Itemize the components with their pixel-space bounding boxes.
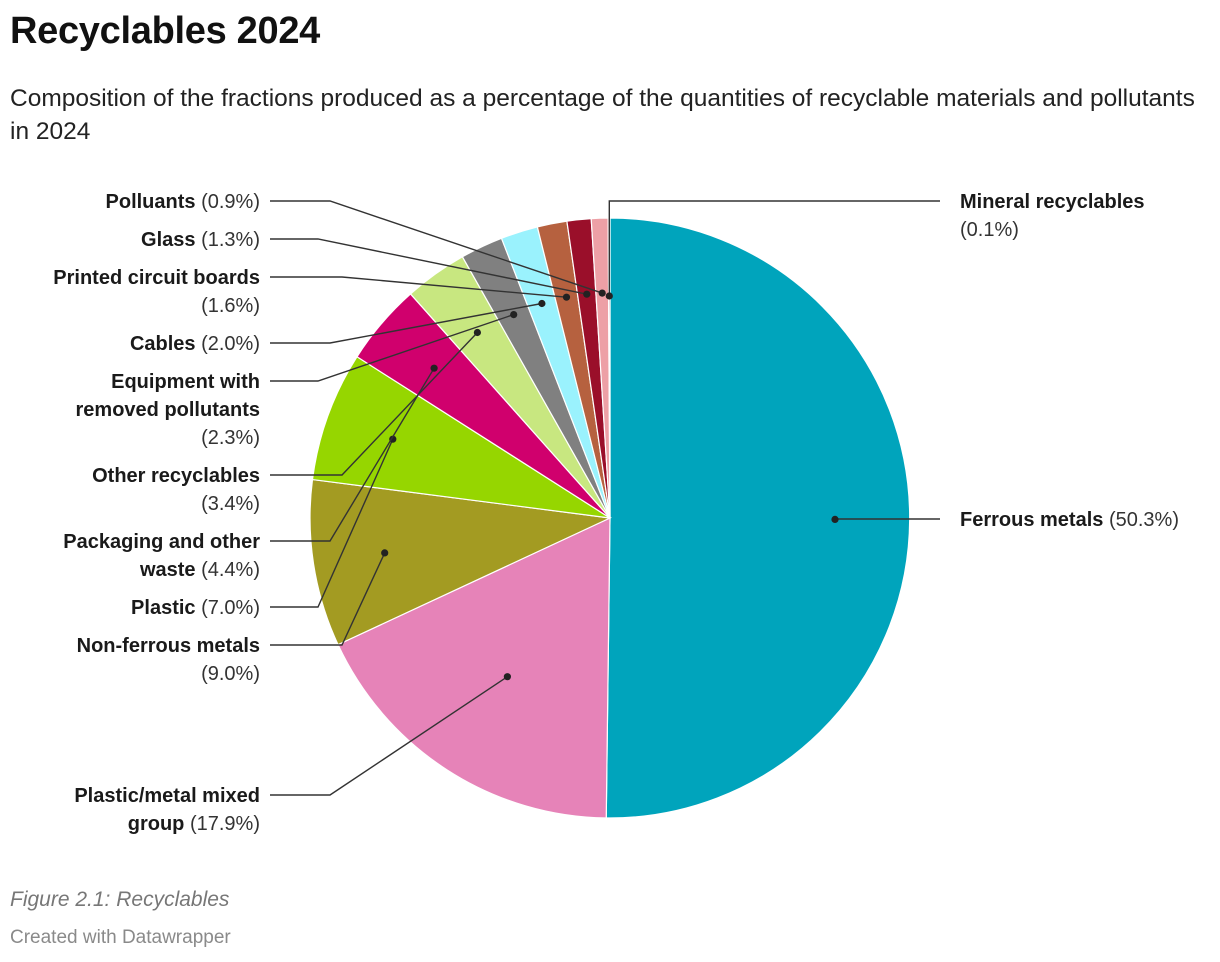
slice-label-other-recyclables: Other recyclables (3.4%) [92, 465, 260, 515]
leader-dot-cables [538, 299, 546, 308]
leader-dot-ferrous-metals [831, 515, 839, 524]
pie-slices [309, 217, 911, 819]
leader-dot-equipment-with-removed-pollutants [510, 311, 518, 319]
leader-dot-printed-circuit-boards [562, 293, 571, 301]
slice-label-plastic: Plastic (7.0%) [131, 597, 260, 619]
leader-line-plastic [270, 438, 394, 608]
pie-slice-non-ferrous-metals[interactable] [309, 478, 613, 646]
leader-line-printed-circuit-boards [270, 276, 567, 298]
leader-lines [270, 200, 940, 796]
leader-line-packaging-and-other-waste [270, 367, 435, 542]
leader-dot-mineral-recyclables [605, 292, 613, 300]
pie-chart: Ferrous metals (50.3%) Plastic/metal mixe… [53, 191, 1179, 835]
leader-dot-plastic-metal-mixed-group [503, 673, 511, 681]
slice-label-polluants: Polluants (0.9%) [106, 191, 260, 213]
figure-caption: Figure 2.1: Recyclables [10, 888, 230, 911]
slice-labels: Ferrous metals (50.3%) Plastic/metal mixe… [53, 191, 1179, 835]
slice-label-ferrous-metals: Ferrous metals (50.3%) [960, 509, 1179, 531]
leader-dot-non-ferrous-metals [381, 549, 389, 557]
leader-line-equipment-with-removed-pollutants [270, 313, 514, 382]
slice-label-cables: Cables (2.0%) [130, 333, 260, 355]
slice-label-plastic-metal-mixed-group: Plastic/metal mixed group (17.9%) [74, 785, 260, 835]
slice-label-glass: Glass (1.3%) [141, 229, 260, 251]
slice-label-equipment-with-removed-pollutants: Equipment with removed pollutants (2.3%) [76, 371, 260, 449]
leader-line-mineral-recyclables [608, 200, 940, 296]
leader-dot-other-recyclables [473, 328, 481, 337]
slice-label-non-ferrous-metals: Non-ferrous metals (9.0%) [77, 635, 260, 685]
leader-dot-polluants [598, 289, 606, 297]
slice-label-packaging-and-other-waste: Packaging and other waste (4.4%) [63, 531, 260, 581]
leader-line-other-recyclables [270, 332, 478, 476]
leader-line-polluants [270, 200, 603, 294]
leader-dot-packaging-and-other-waste [430, 364, 438, 372]
leader-line-non-ferrous-metals [270, 552, 386, 646]
slice-label-printed-circuit-boards: Printed circuit boards (1.6%) [53, 267, 260, 317]
chart-title: Recyclables 2024 [10, 10, 320, 52]
leader-dot-glass [583, 290, 591, 298]
leader-line-cables [270, 302, 543, 344]
slice-label-mineral-recyclables: Mineral recyclables (0.1%) [960, 191, 1145, 241]
credit-line: Created with Datawrapper [10, 927, 231, 948]
leader-line-glass [270, 238, 587, 295]
leader-line-plastic-metal-mixed-group [270, 676, 508, 796]
chart-subtitle: Composition of the fractions produced as… [10, 85, 1195, 145]
pie-slice-ferrous-metals[interactable] [605, 217, 911, 819]
pie-slice-plastic-metal-mixed-group[interactable] [337, 517, 611, 819]
